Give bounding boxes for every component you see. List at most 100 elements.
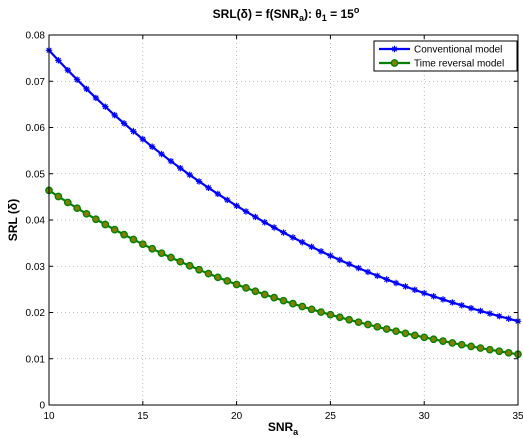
data-point xyxy=(476,344,485,352)
data-point xyxy=(261,219,268,226)
data-point xyxy=(63,198,72,207)
y-tick-label: 0.01 xyxy=(26,354,46,365)
data-point xyxy=(139,135,146,143)
data-point xyxy=(317,248,325,255)
x-tick-label: 25 xyxy=(325,411,337,422)
data-point xyxy=(92,215,100,224)
data-point xyxy=(504,348,513,357)
data-point xyxy=(64,66,71,74)
data-point xyxy=(496,312,503,320)
data-point xyxy=(83,85,90,93)
series-1 xyxy=(45,47,522,325)
x-axis-label: SNRa xyxy=(268,420,299,437)
data-point xyxy=(317,308,325,316)
x-tick-label: 10 xyxy=(43,411,55,422)
data-point xyxy=(354,318,363,327)
data-point xyxy=(467,342,475,351)
data-point xyxy=(355,264,362,272)
data-point xyxy=(345,315,354,324)
legend-entry: Time reversal model xyxy=(379,59,504,70)
data-point xyxy=(223,277,232,285)
y-axis-label: SRL (δ) xyxy=(6,199,20,241)
data-point xyxy=(148,244,157,253)
data-point xyxy=(402,283,409,290)
data-point xyxy=(233,202,240,209)
data-point xyxy=(82,209,91,218)
data-point xyxy=(177,164,184,172)
data-point xyxy=(167,158,175,165)
plot-frame xyxy=(48,34,519,406)
data-point xyxy=(279,296,288,305)
title-sub-1: 1 xyxy=(322,13,327,23)
ticks: 10 15 20 25 30 35 0 0.01 0.02 0.03 0.04 0.05 0.06 0.0… xyxy=(26,31,523,423)
data-point xyxy=(138,240,147,249)
data-point xyxy=(383,276,390,283)
data-point xyxy=(242,208,250,215)
data-point xyxy=(195,178,203,185)
data-point xyxy=(186,171,193,179)
x-axis-label-main: SNR xyxy=(268,420,294,434)
legend: Conventional model Time reversal model xyxy=(373,40,518,72)
data-point xyxy=(54,192,63,201)
data-point xyxy=(101,220,110,229)
chart-title: SRL(δ) = f(SNRa): θ1 = 15o xyxy=(213,5,360,23)
data-point xyxy=(299,239,306,246)
data-point xyxy=(252,213,259,221)
data-point xyxy=(129,235,138,244)
title-delta: δ xyxy=(241,7,248,21)
data-point xyxy=(392,279,400,287)
data-point xyxy=(345,260,353,268)
y-tick-label: 0 xyxy=(39,401,45,412)
data-point xyxy=(439,296,447,303)
data-point xyxy=(73,204,81,213)
data-point xyxy=(158,150,165,158)
legend-box xyxy=(373,40,518,72)
data-point xyxy=(307,305,316,314)
legend-entry: Conventional model xyxy=(379,45,502,56)
data-point xyxy=(232,280,241,289)
data-point xyxy=(420,333,429,342)
data-point xyxy=(364,268,372,276)
data-point xyxy=(439,337,447,345)
data-point xyxy=(195,265,203,274)
data-point xyxy=(448,339,457,347)
data-point xyxy=(55,57,62,64)
data-point xyxy=(298,302,307,311)
data-point xyxy=(457,340,466,349)
data-point xyxy=(92,94,100,102)
y-tick-label: 0.08 xyxy=(26,31,46,42)
data-point xyxy=(130,128,137,135)
y-tick-label: 0.03 xyxy=(26,262,46,273)
data-point xyxy=(430,293,437,300)
data-point xyxy=(382,325,391,333)
data-point xyxy=(280,229,287,236)
data-point xyxy=(336,256,343,264)
data-point xyxy=(467,304,475,312)
data-point xyxy=(364,320,372,329)
data-point xyxy=(289,234,297,241)
data-point xyxy=(477,307,484,315)
y-tick-label: 0.07 xyxy=(26,77,46,88)
data-point xyxy=(505,315,512,322)
data-point xyxy=(224,196,231,204)
x-tick-label: 15 xyxy=(137,411,149,422)
data-point xyxy=(449,299,456,306)
data-point xyxy=(374,272,381,279)
data-point xyxy=(308,243,315,251)
data-point xyxy=(110,225,119,234)
data-point xyxy=(204,269,213,278)
data-point xyxy=(111,111,118,119)
data-point xyxy=(157,249,166,258)
legend-marker xyxy=(391,45,398,53)
data-point xyxy=(401,329,410,338)
data-point xyxy=(410,331,419,340)
x-tick-label: 30 xyxy=(419,411,431,422)
legend-marker xyxy=(390,59,399,67)
series-line xyxy=(48,49,519,323)
title-sup-o: o xyxy=(354,5,360,15)
title-after: ): xyxy=(304,7,315,21)
data-point xyxy=(213,273,222,282)
data-point xyxy=(242,284,250,292)
data-point xyxy=(335,313,344,322)
